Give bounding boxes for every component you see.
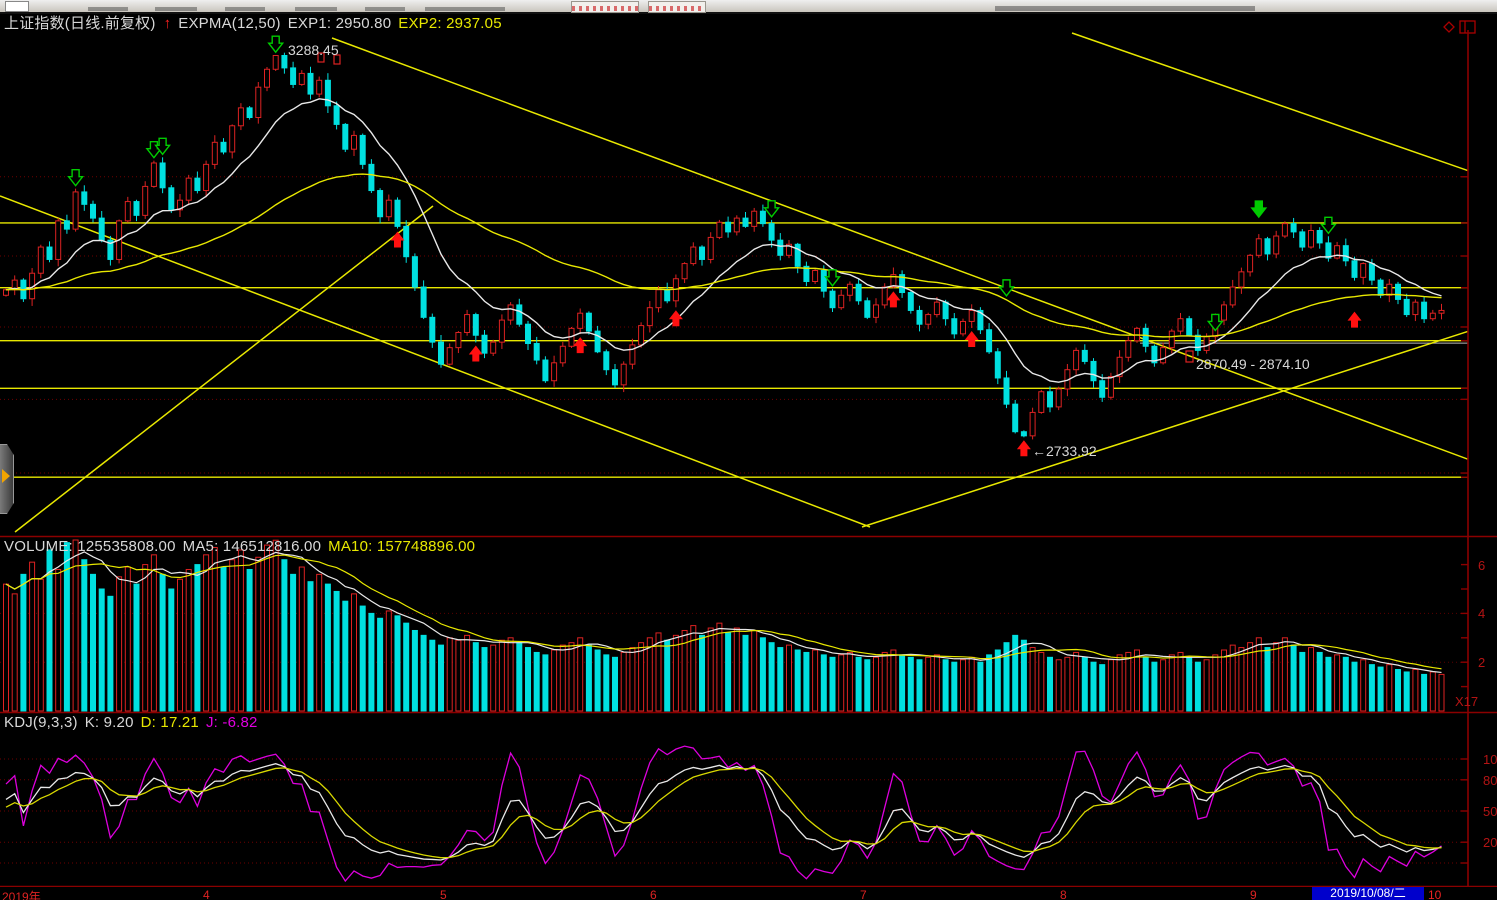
menu-item[interactable] — [88, 7, 128, 11]
year-label: 2019年 — [2, 890, 41, 900]
menu-item[interactable] — [425, 7, 505, 11]
menu-bar[interactable] — [0, 0, 1497, 14]
menu-item[interactable] — [155, 7, 197, 11]
sell-arrow-icon — [763, 200, 781, 218]
exp1-value: EXP1: 2950.80 — [287, 15, 392, 32]
low-price-label: ←2733.92 — [1032, 443, 1097, 459]
current-date-badge: 2019/10/08/二 — [1312, 887, 1424, 900]
signal-markers-layer — [67, 35, 1362, 457]
volume-unit-label: X17 — [1455, 694, 1479, 709]
diamond-icon[interactable] — [1443, 21, 1455, 33]
kdj-name[interactable]: KDJ(9,3,3) — [4, 714, 78, 731]
kdj-k-value: K: 9.20 — [84, 714, 134, 731]
sell-arrow-icon — [154, 137, 172, 156]
buy-arrow-icon — [1016, 440, 1031, 457]
chart-title-row: 上证指数(日线.前复权) ↑ EXPMA(12,50) EXP1: 2950.80 EX… — [4, 12, 509, 33]
sell-arrow-icon — [267, 35, 285, 54]
buy-arrow-icon — [668, 310, 683, 327]
price-pane[interactable] — [0, 32, 1497, 533]
sell-arrow-icon — [67, 168, 85, 187]
expand-arrow-icon — [2, 469, 10, 483]
buy-arrow-icon — [390, 231, 405, 248]
panel-expand-handle[interactable] — [0, 444, 14, 514]
buy-arrow-icon — [468, 345, 483, 362]
kdj-j-value: J: -6.82 — [205, 714, 258, 731]
month-label: 9 — [1250, 888, 1257, 900]
symbol-title: 上证指数(日线.前复权) — [4, 15, 156, 32]
volume-axis-label: 4 — [1478, 606, 1486, 622]
volume-pane[interactable] — [0, 539, 1468, 712]
sell-arrow-icon — [1319, 216, 1337, 235]
time-axis[interactable]: 2019年 4 5 6 7 8 9 2019/10/08/二 10 — [0, 887, 1497, 900]
menu-logo-box[interactable] — [5, 1, 29, 12]
indicator-name[interactable]: EXPMA(12,50) — [178, 15, 281, 32]
kdj-axis-label: 80 — [1483, 772, 1497, 788]
sell-arrow-icon — [998, 279, 1015, 298]
quote-button[interactable] — [648, 1, 706, 13]
kdj-d-value: D: 17.21 — [140, 714, 199, 731]
candles-layer — [3, 52, 1445, 440]
quote-button[interactable] — [571, 1, 639, 13]
menu-item[interactable] — [295, 7, 337, 11]
kdj-axis-label: 50 — [1483, 804, 1497, 819]
sell-arrow-icon — [1206, 313, 1224, 332]
volume-axis-label: 2 — [1478, 655, 1486, 671]
up-arrow-icon: ↑ — [163, 15, 172, 32]
kdj-axis-label: 100 — [1483, 752, 1497, 767]
exp2-value: EXP2: 2937.05 — [398, 15, 502, 32]
buy-arrow-icon — [964, 330, 979, 347]
sell-arrow-icon — [824, 269, 841, 287]
volume-header-row: VOLUME: 125535808.00 MA5: 146512816.00 MA1… — [4, 538, 482, 555]
buy-arrow-icon — [1347, 311, 1362, 328]
month-label: 6 — [650, 888, 657, 900]
volume-ma5: MA5: 146512816.00 — [182, 538, 322, 555]
month-label: 8 — [1060, 888, 1067, 900]
menu-item[interactable] — [225, 7, 265, 11]
month-label: 4 — [203, 888, 210, 900]
peak-price-label: 3288.45 — [288, 42, 339, 58]
sell-arrow-icon — [1250, 200, 1268, 219]
kdj-axis-label: 20 — [1483, 835, 1497, 851]
menu-item[interactable] — [365, 7, 405, 11]
buy-arrow-icon — [886, 291, 901, 308]
volume-axis-label: 6 — [1478, 557, 1486, 573]
kdj-header-row: KDJ(9,3,3) K: 9.20 D: 17.21 J: -6.82 — [4, 714, 265, 731]
volume-value: VOLUME: 125535808.00 — [4, 538, 176, 555]
price-band-label: 2870.49 - 2874.10 — [1196, 356, 1310, 372]
buy-arrow-icon — [573, 337, 588, 354]
month-label: 5 — [440, 888, 447, 900]
month-label: 7 — [860, 888, 867, 900]
volume-ma10: MA10: 157748896.00 — [328, 538, 476, 555]
kdj-pane[interactable] — [0, 745, 1468, 883]
menu-status-text — [995, 6, 1255, 11]
current-month-label: 10 — [1428, 888, 1442, 900]
